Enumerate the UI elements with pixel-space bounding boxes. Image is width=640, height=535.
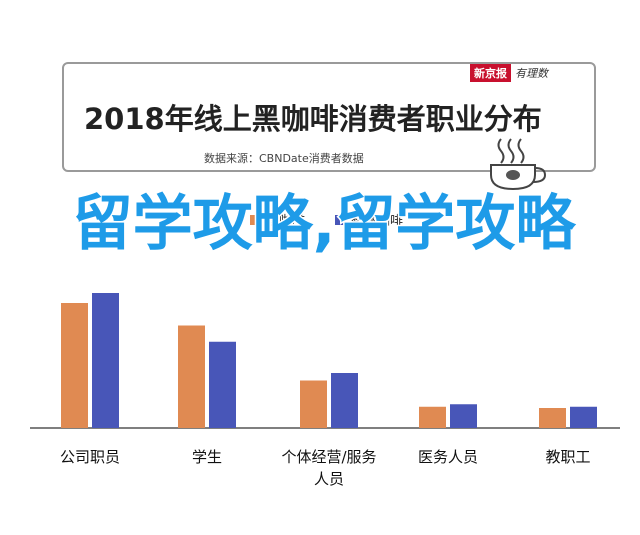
category-label-5: 教职工 bbox=[545, 448, 590, 466]
bar-1-3 bbox=[300, 380, 327, 428]
category-label-1: 公司职员 bbox=[60, 448, 120, 466]
bar-2-4 bbox=[450, 404, 477, 428]
category-label-4: 医务人员 bbox=[418, 448, 478, 466]
bar-2-2 bbox=[209, 341, 236, 428]
data-source: 数据来源：CBNDate消费者数据 bbox=[204, 152, 364, 165]
logo-stamp: 新京报 bbox=[470, 64, 511, 82]
bar-1-4 bbox=[419, 406, 446, 428]
legend-swatch-series-1 bbox=[250, 214, 260, 225]
category-label-3: 个体经营/服务人员 bbox=[281, 448, 376, 488]
legend-item-series-1: 黑咖啡 bbox=[250, 210, 305, 229]
publisher-logo: 新京报 有理数 bbox=[470, 64, 548, 82]
legend-label-series-2: 整体咖啡 bbox=[351, 214, 404, 229]
legend-swatch-series-2 bbox=[335, 214, 346, 225]
bar-2-5 bbox=[570, 406, 597, 428]
legend-item-series-2: 整体咖啡 bbox=[335, 210, 403, 229]
watermark-overlay-text: 留学攻略,留学攻略 bbox=[71, 188, 577, 261]
bar-2-1 bbox=[92, 293, 119, 428]
chart-title: 2018年线上黑咖啡消费者职业分布 bbox=[84, 102, 542, 136]
bar-2-3 bbox=[331, 373, 358, 428]
legend-label-series-1: 黑咖啡 bbox=[266, 214, 306, 229]
coffee-cup-icon bbox=[490, 138, 547, 191]
chart-header-box: 新京报 有理数 2018年线上黑咖啡消费者职业分布 数据来源：CBNDate消费… bbox=[62, 62, 596, 172]
category-label-2: 学生 bbox=[192, 448, 222, 466]
bar-1-2 bbox=[178, 325, 205, 428]
bar-1-1 bbox=[61, 303, 88, 428]
logo-script: 有理数 bbox=[515, 67, 548, 80]
bar-1-5 bbox=[539, 408, 566, 428]
chart-legend: 黑咖啡 整体咖啡 bbox=[250, 210, 403, 229]
